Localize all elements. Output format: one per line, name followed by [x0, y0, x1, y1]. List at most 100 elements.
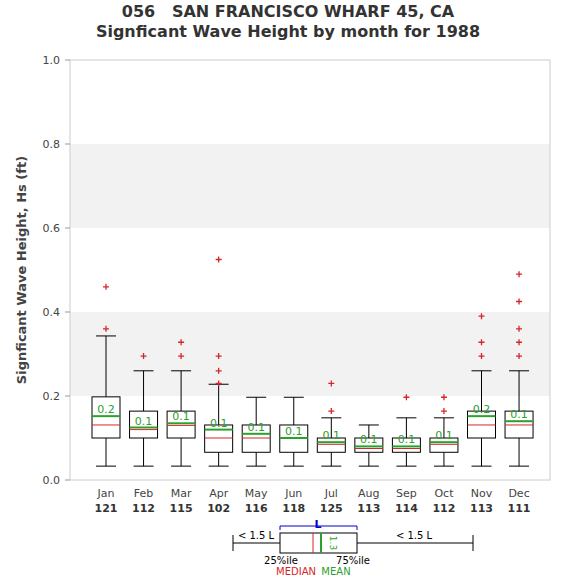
band — [70, 144, 550, 228]
outlier — [178, 353, 184, 359]
y-tick — [65, 396, 70, 397]
key-cap — [233, 535, 234, 551]
mean-label: 0.1 — [210, 417, 228, 430]
count-label: 115 — [170, 502, 193, 515]
x-tick-label: Jan — [97, 487, 115, 500]
whisker-high — [519, 371, 520, 411]
median — [392, 448, 420, 449]
key-cap — [473, 535, 474, 551]
outlier — [516, 326, 522, 332]
mean-label: 0.1 — [323, 429, 341, 442]
cap-high — [96, 335, 116, 336]
count-label: 113 — [357, 502, 380, 515]
y-axis-label: Signficant Wave Height, Hs (ft) — [14, 156, 29, 384]
y-tick — [65, 480, 70, 481]
x-tick-label: Mar — [171, 487, 192, 500]
key-text: 25%ile — [264, 555, 298, 566]
mean-label: 0.1 — [135, 415, 153, 428]
median — [130, 429, 158, 430]
x-tick-label: Sep — [396, 487, 417, 500]
whisker-high — [181, 371, 182, 411]
y-tick-label: 1.0 — [43, 54, 61, 67]
x-tick-label: Apr — [209, 487, 229, 500]
x-tick-label: Oct — [434, 487, 454, 500]
cap-high — [509, 370, 529, 371]
count-label: 121 — [95, 502, 118, 515]
whisker-low — [293, 452, 294, 466]
cap-low — [509, 466, 529, 467]
whisker-low — [181, 438, 182, 466]
x-tick-label: Jul — [324, 487, 338, 500]
key-text: < 1.5 L — [238, 530, 275, 541]
cap-low — [134, 466, 154, 467]
cap-low — [472, 466, 492, 467]
x-tick-label: Nov — [471, 487, 493, 500]
outlier — [479, 353, 485, 359]
y-tick-label: 0.4 — [43, 306, 61, 319]
whisker-high — [106, 336, 107, 397]
count-label: 118 — [282, 502, 305, 515]
mean-label: 0.2 — [473, 403, 491, 416]
count-label: 125 — [320, 502, 343, 515]
marks — [92, 257, 533, 467]
chart: 056 SAN FRANCISCO WHARF 45, CASignficant… — [0, 0, 575, 580]
box — [92, 397, 120, 438]
whisker-low — [218, 452, 219, 466]
x-tick-label: Dec — [508, 487, 529, 500]
cap-low — [171, 466, 191, 467]
median — [92, 424, 120, 425]
key-mean — [320, 533, 322, 553]
median — [430, 444, 458, 445]
whisker-low — [106, 438, 107, 466]
mean-label: 0.1 — [360, 433, 378, 446]
outlier — [141, 353, 147, 359]
outlier — [103, 326, 109, 332]
outlier — [479, 313, 485, 319]
median — [242, 438, 270, 439]
key-text: MEAN — [321, 566, 350, 577]
outlier — [516, 339, 522, 345]
cap-high — [396, 417, 416, 418]
outlier — [516, 271, 522, 277]
cap-high — [134, 370, 154, 371]
y-tick — [65, 144, 70, 145]
count-label: 112 — [132, 502, 155, 515]
whisker-low — [256, 452, 257, 466]
median — [355, 448, 383, 449]
key-text: L — [314, 518, 321, 531]
key-text: MEDIAN — [276, 566, 316, 577]
whisker-low — [368, 452, 369, 466]
key-text: 1.3 — [328, 536, 338, 550]
key-box — [280, 533, 357, 553]
x-tick-label: Feb — [134, 487, 153, 500]
key-bracket — [357, 526, 358, 530]
outlier — [328, 408, 334, 414]
key-text: 75%ile — [336, 555, 370, 566]
cap-low — [359, 466, 379, 467]
mean-label: 0.1 — [435, 429, 453, 442]
whisker-high — [143, 371, 144, 411]
median — [167, 425, 195, 426]
whisker-low — [519, 438, 520, 466]
count-label: 111 — [508, 502, 531, 515]
outlier — [441, 408, 447, 414]
outlier — [403, 394, 409, 400]
outlier — [328, 380, 334, 386]
y-tick — [65, 312, 70, 313]
cap-low — [209, 466, 229, 467]
cap-low — [96, 466, 116, 467]
whisker-high — [293, 397, 294, 425]
box — [280, 425, 308, 452]
outlier — [441, 394, 447, 400]
median — [205, 438, 233, 439]
plot-area — [70, 60, 550, 480]
count-label: 112 — [432, 502, 455, 515]
y-tick-label: 0.8 — [43, 138, 61, 151]
x-tick-label: Jun — [284, 487, 302, 500]
key-bracket — [280, 526, 281, 530]
count-label: 113 — [470, 502, 493, 515]
mean-label: 0.2 — [97, 403, 115, 416]
outlier — [103, 284, 109, 290]
cap-high — [171, 370, 191, 371]
cap-low — [321, 466, 341, 467]
